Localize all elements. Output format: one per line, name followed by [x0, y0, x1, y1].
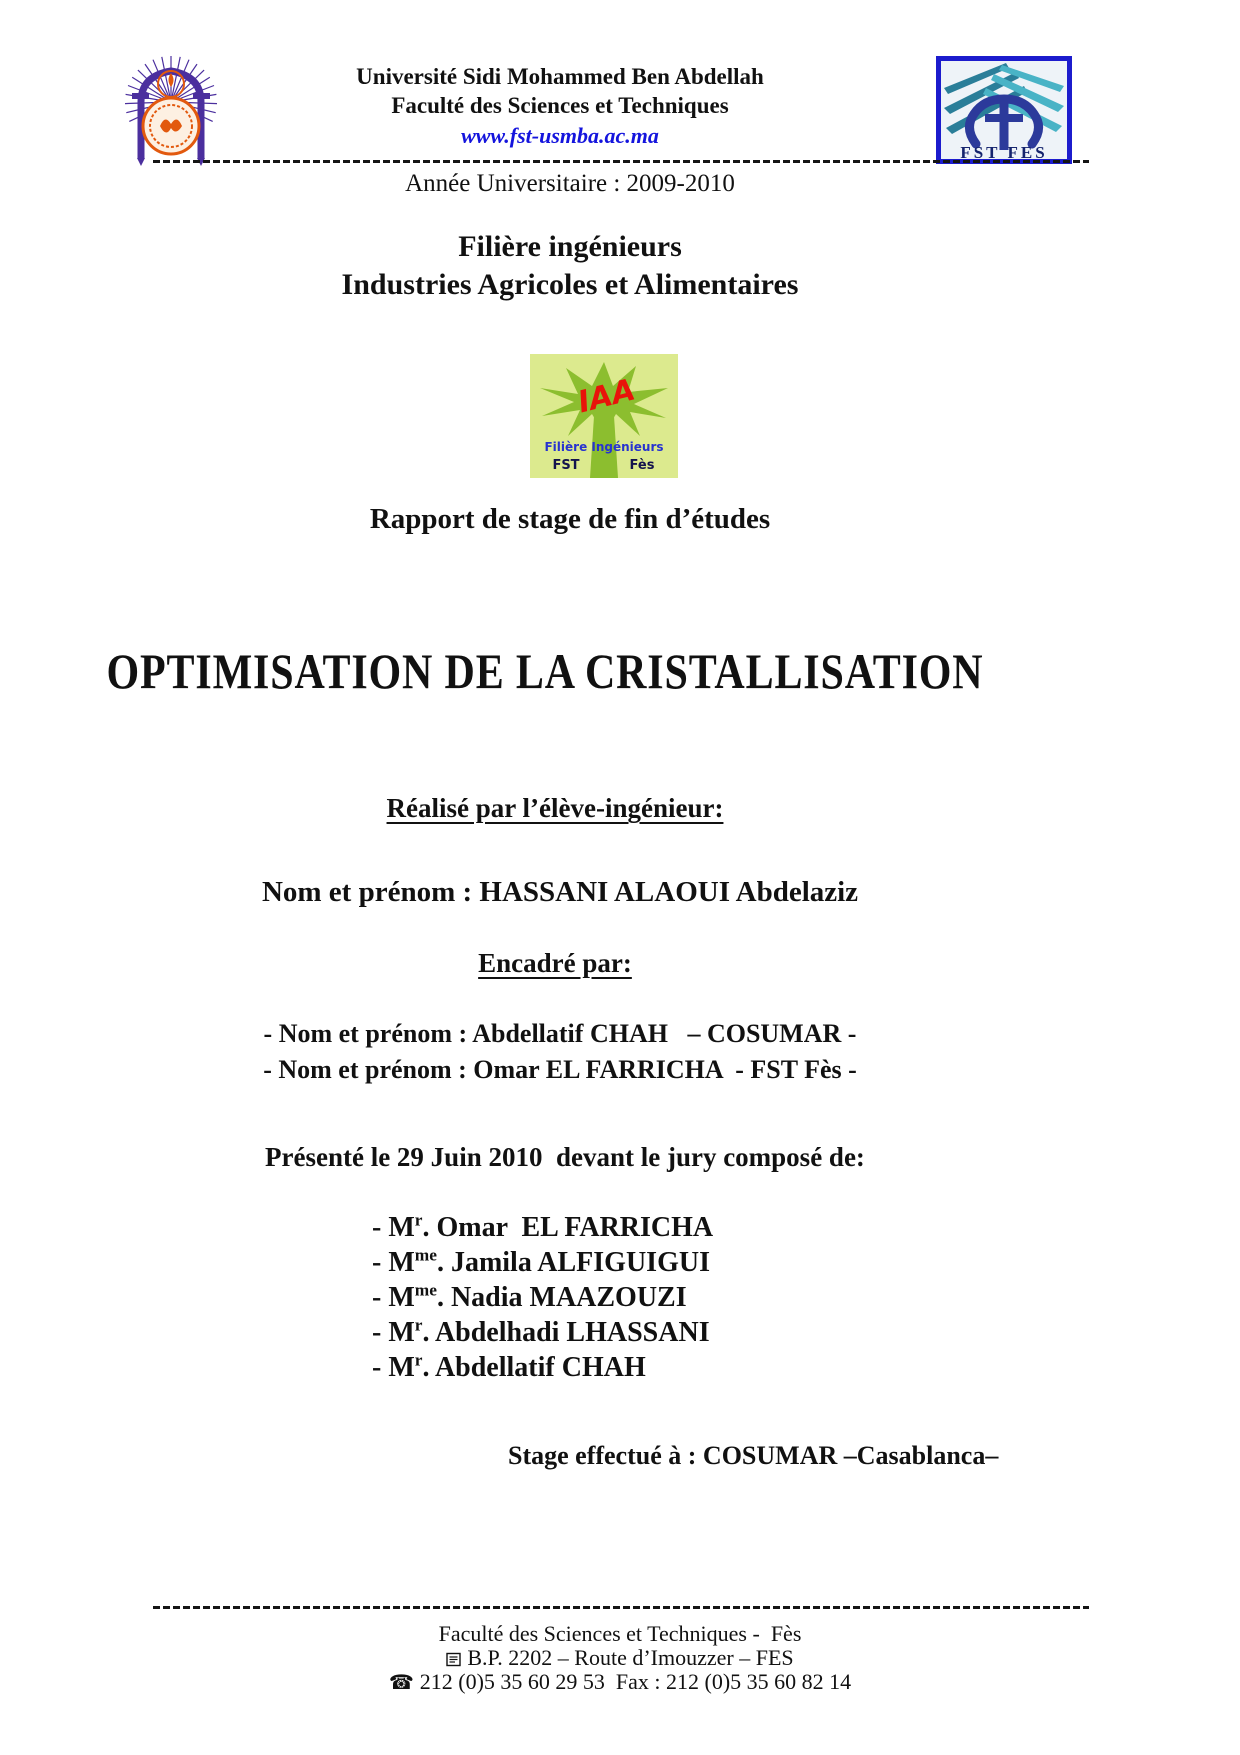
internship-location: Stage effectué à : COSUMAR –Casablanca– — [508, 1441, 999, 1470]
university-name: Université Sidi Mohammed Ben Abdellah — [356, 64, 764, 89]
supervisor-line: - Nom et prénom : Omar EL FARRICHA - FST… — [263, 1055, 857, 1084]
letterhead: Université Sidi Mohammed Ben Abdellah Fa… — [290, 62, 830, 149]
iaa-fst: FST — [552, 458, 579, 473]
jury-member: - Mr. Omar EL FARRICHA — [372, 1210, 714, 1243]
website-url: www.fst-usmba.ac.ma — [461, 123, 659, 148]
report-type: Rapport de stage de fin d’études — [369, 503, 771, 535]
faculty-name: Faculté des Sciences et Techniques — [391, 93, 729, 118]
program-line-2: Industries Agricoles et Alimentaires — [341, 268, 799, 301]
supervisors-heading: Encadré par: — [478, 948, 632, 978]
bottom-divider — [153, 1606, 1089, 1609]
telephone-icon: ☎ — [388, 1670, 414, 1694]
iaa-subtitle: Filière Ingénieurs — [544, 440, 663, 454]
report-title: OPTIMISATION DE LA CRISTALLISATION — [106, 643, 984, 699]
supervisor-line: - Nom et prénom : Abdellatif CHAH – COSU… — [263, 1019, 857, 1048]
footer-phone-numbers: 212 (0)5 35 60 29 53 Fax : 212 (0)5 35 6… — [419, 1669, 852, 1694]
footer-address-line: B.P. 2202 – Route d’Imouzzer – FES — [0, 1646, 1240, 1670]
jury-member: - Mr. Abdelhadi LHASSANI — [372, 1315, 710, 1348]
university-emblem-icon — [124, 56, 218, 166]
footer-po-box: B.P. 2202 – Route d’Imouzzer – FES — [467, 1645, 794, 1670]
iaa-fes: Fès — [630, 458, 655, 473]
footer-faculty: Faculté des Sciences et Techniques - Fès — [438, 1621, 802, 1646]
program-block: Filière ingénieurs Industries Agricoles … — [0, 228, 1140, 304]
footer-phone-line: ☎ 212 (0)5 35 60 29 53 Fax : 212 (0)5 35 … — [0, 1669, 1240, 1695]
author-heading: Réalisé par l’élève-ingénieur: — [386, 793, 724, 823]
top-divider — [153, 160, 1089, 163]
fst-fes-logo-icon: FST FES — [936, 56, 1072, 164]
author-name: Nom et prénom : HASSANI ALAOUI Abdelaziz — [261, 876, 859, 908]
program-line-1: Filière ingénieurs — [458, 230, 682, 263]
jury-member: - Mme. Jamila ALFIGUIGUI — [372, 1245, 710, 1278]
academic-year: Année Universitaire : 2009-2010 — [405, 170, 735, 197]
fst-fes-caption: FST FES — [960, 143, 1047, 162]
jury-intro: Présenté le 29 Juin 2010 devant le jury … — [265, 1142, 865, 1172]
jury-member: - Mme. Nadia MAAZOUZI — [372, 1280, 687, 1313]
document-icon — [446, 1652, 462, 1667]
jury-member: - Mr. Abdellatif CHAH — [372, 1350, 646, 1383]
iaa-program-logo-icon: IAA Filière Ingénieurs FST Fès — [530, 354, 678, 478]
jury-list: - Mr. Omar EL FARRICHA - Mme. Jamila ALF… — [372, 1210, 713, 1385]
footer-address-block: Faculté des Sciences et Techniques - Fès… — [0, 1621, 1240, 1695]
supervisors-list: - Nom et prénom : Abdellatif CHAH – COSU… — [0, 1016, 1120, 1088]
